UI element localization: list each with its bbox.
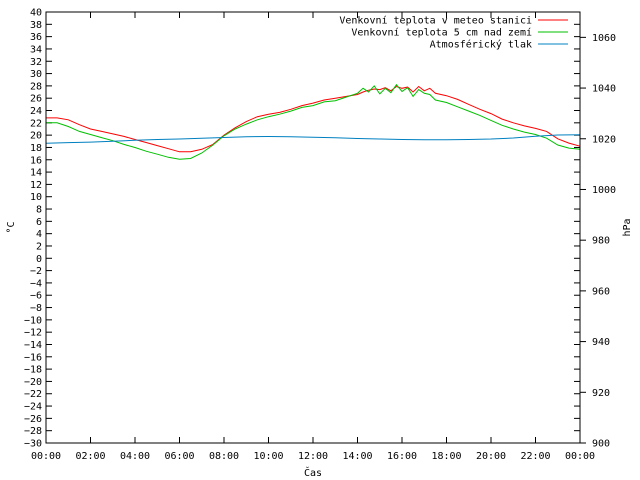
y-left-tick-label: 36 bbox=[30, 32, 42, 43]
y-right-tick-label: 920 bbox=[592, 388, 610, 399]
series-line-3 bbox=[45, 134, 581, 144]
y-left-tick-label: −12 bbox=[24, 328, 42, 339]
x-tick-label: 12:00 bbox=[298, 451, 328, 462]
y-left-tick-label: 40 bbox=[30, 8, 42, 19]
y-left-tick-label: −10 bbox=[24, 315, 42, 326]
y-left-tick-label: 10 bbox=[30, 192, 42, 203]
y-left-tick-label: 34 bbox=[30, 44, 42, 55]
y-left-tick-label: −28 bbox=[24, 426, 42, 437]
y-left-tick-label: 22 bbox=[30, 118, 42, 129]
y-left-tick-label: −24 bbox=[24, 402, 42, 413]
y-left-tick-label: 20 bbox=[30, 131, 42, 142]
y-left-tick-label: −4 bbox=[30, 278, 42, 289]
x-axis-title: Čas bbox=[304, 466, 322, 479]
legend: Venkovní teplota v meteo staniciVenkovní… bbox=[339, 15, 568, 51]
y-left-tick-label: 32 bbox=[30, 57, 42, 68]
x-tick-label: 14:00 bbox=[342, 451, 372, 462]
y-left-tick-label: −26 bbox=[24, 414, 42, 425]
y-left-tick-label: 8 bbox=[36, 205, 42, 216]
y-left-tick-label: 6 bbox=[36, 217, 42, 228]
y-left-tick-group: −30−28−26−24−22−20−18−16−14−12−10−8−6−4−… bbox=[24, 8, 580, 450]
y-left-tick-label: 24 bbox=[30, 106, 42, 117]
x-tick-label: 04:00 bbox=[120, 451, 150, 462]
x-tick-label: 18:00 bbox=[431, 451, 461, 462]
y-left-tick-label: −18 bbox=[24, 365, 42, 376]
y-left-tick-label: −14 bbox=[24, 340, 42, 351]
y-left-tick-label: 28 bbox=[30, 81, 42, 92]
x-tick-label: 10:00 bbox=[253, 451, 283, 462]
y-right-tick-label: 1040 bbox=[592, 84, 616, 95]
y-right-tick-label: 1000 bbox=[592, 185, 616, 196]
y-right-tick-label: 1060 bbox=[592, 33, 616, 44]
y-left-tick-label: 2 bbox=[36, 241, 42, 252]
y-right-tick-group: 900 920 940 960 980 1000 1020 1040 1060 bbox=[580, 33, 616, 450]
x-tick-label: 22:00 bbox=[520, 451, 550, 462]
series-lines bbox=[45, 83, 581, 160]
y-left-tick-label: 30 bbox=[30, 69, 42, 80]
x-tick-label: 08:00 bbox=[209, 451, 239, 462]
x-tick-label: 02:00 bbox=[75, 451, 105, 462]
y-right-tick-label: 1020 bbox=[592, 134, 616, 145]
y-left-tick-label: −30 bbox=[24, 439, 42, 450]
y-left-tick-label: 38 bbox=[30, 20, 42, 31]
y-left-tick-label: −22 bbox=[24, 389, 42, 400]
y-left-tick-label: −20 bbox=[24, 377, 42, 388]
plot-frame bbox=[45, 11, 581, 444]
y-right-tick-label: 940 bbox=[592, 337, 610, 348]
y-right-tick-label: 980 bbox=[592, 236, 610, 247]
y-left-tick-label: 0 bbox=[36, 254, 42, 265]
y-left-tick-label: 26 bbox=[30, 94, 42, 105]
y-right-axis-title: hPa bbox=[622, 218, 633, 236]
series-line-1 bbox=[46, 85, 581, 153]
series-line-2 bbox=[46, 83, 581, 160]
y-left-tick-label: 18 bbox=[30, 143, 42, 154]
y-left-tick-label: −2 bbox=[30, 266, 42, 277]
x-tick-label: 20:00 bbox=[476, 451, 506, 462]
legend-label-2: Venkovní teplota 5 cm nad zemí bbox=[351, 27, 532, 39]
y-right-tick-label: 960 bbox=[592, 286, 610, 297]
x-tick-group: 00:00 02:00 04:00 06:00 08:00 10:00 12:00 14:00… bbox=[31, 12, 595, 462]
y-left-tick-label: 14 bbox=[30, 168, 42, 179]
y-left-tick-label: 12 bbox=[30, 180, 42, 191]
y-left-tick-label: 16 bbox=[30, 155, 42, 166]
y-left-tick-label: −8 bbox=[30, 303, 42, 314]
legend-label-3: Atmosférický tlak bbox=[430, 39, 532, 51]
x-tick-label: 06:00 bbox=[164, 451, 194, 462]
x-tick-label: 00:00 bbox=[565, 451, 595, 462]
y-left-tick-label: −6 bbox=[30, 291, 42, 302]
y-left-tick-label: 4 bbox=[36, 229, 42, 240]
y-left-tick-label: −16 bbox=[24, 352, 42, 363]
x-tick-label: 00:00 bbox=[31, 451, 61, 462]
y-left-axis-title: °C bbox=[6, 221, 17, 233]
y-right-tick-label: 900 bbox=[592, 439, 610, 450]
x-tick-label: 16:00 bbox=[387, 451, 417, 462]
legend-label-1: Venkovní teplota v meteo stanici bbox=[339, 15, 532, 27]
